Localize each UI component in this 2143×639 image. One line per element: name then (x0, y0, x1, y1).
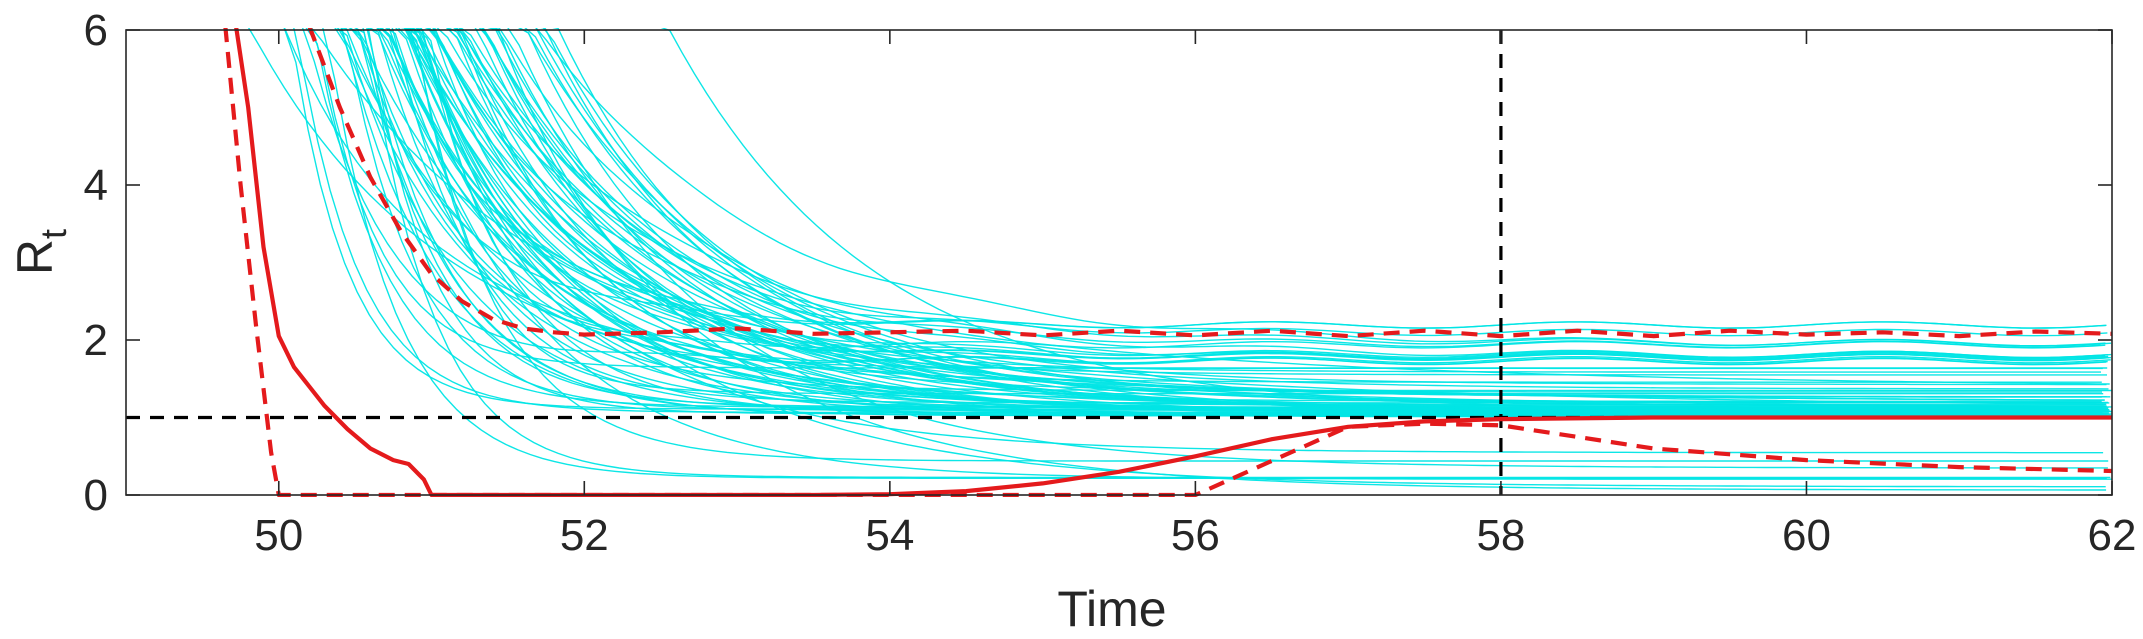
ensemble-line (407, 28, 2106, 360)
x-tick-label: 62 (2088, 511, 2137, 560)
svg-text:Rt: Rt (7, 229, 74, 275)
y-axis-title: Rt (7, 229, 74, 275)
ensemble-line (305, 28, 2102, 408)
ensemble-line (419, 28, 2106, 349)
ensemble-line (410, 28, 2107, 376)
ensemble-line (660, 28, 2112, 412)
ensemble-line (424, 28, 2109, 361)
ensemble-line (540, 28, 2110, 404)
y-tick-label: 6 (84, 6, 108, 55)
y-tick-label: 4 (84, 161, 108, 210)
ensemble-line (409, 28, 2109, 462)
ensemble-line (337, 28, 2110, 411)
ensemble-lines (247, 28, 2112, 491)
x-tick-label: 56 (1171, 511, 1220, 560)
ensemble-line (322, 28, 2107, 479)
ensemble-line (518, 28, 2105, 407)
ensemble-line (336, 28, 2107, 416)
ensemble-line (362, 28, 2111, 479)
x-tick-label: 50 (254, 511, 303, 560)
ensemble-line (482, 28, 2108, 337)
x-axis-title: Time (1057, 581, 1166, 637)
plot-frame (125, 29, 2113, 496)
y-axis-title-subscript: t (33, 229, 74, 239)
ensemble-line (459, 28, 2109, 390)
ensemble-line (400, 28, 2106, 329)
ensemble-line (349, 28, 2108, 366)
ensemble-line (415, 28, 2101, 373)
axes (125, 29, 2113, 496)
y-tick-label: 2 (84, 316, 108, 365)
ensemble-line (283, 28, 2105, 401)
ensemble-line (366, 28, 2102, 410)
ensemble-line (524, 28, 2112, 415)
ensemble-line (301, 28, 2111, 364)
x-tick-label: 54 (865, 511, 914, 560)
ensemble-line (433, 28, 2109, 359)
ensemble-line (507, 28, 2108, 469)
x-tick-label: 60 (1782, 511, 1831, 560)
ensemble-line (376, 28, 2112, 362)
x-tick-labels: 50 52 54 56 58 60 62 (254, 511, 2136, 560)
ensemble-line (481, 28, 2107, 407)
x-tick-label: 58 (1476, 511, 1525, 560)
ensemble-line (452, 28, 2102, 413)
ensemble-line (405, 28, 2104, 395)
x-tick-label: 52 (560, 511, 609, 560)
ensemble-line (542, 28, 2107, 386)
ensemble-line (480, 28, 2107, 491)
y-tick-labels: 0 2 4 6 (84, 6, 108, 520)
ensemble-line (446, 28, 2107, 398)
estimate-bound-line (307, 28, 2112, 339)
y-axis-title-main: R (7, 239, 63, 275)
ensemble-line (428, 28, 2103, 415)
y-tick-label: 0 (84, 471, 108, 520)
ensemble-line (379, 28, 2102, 402)
